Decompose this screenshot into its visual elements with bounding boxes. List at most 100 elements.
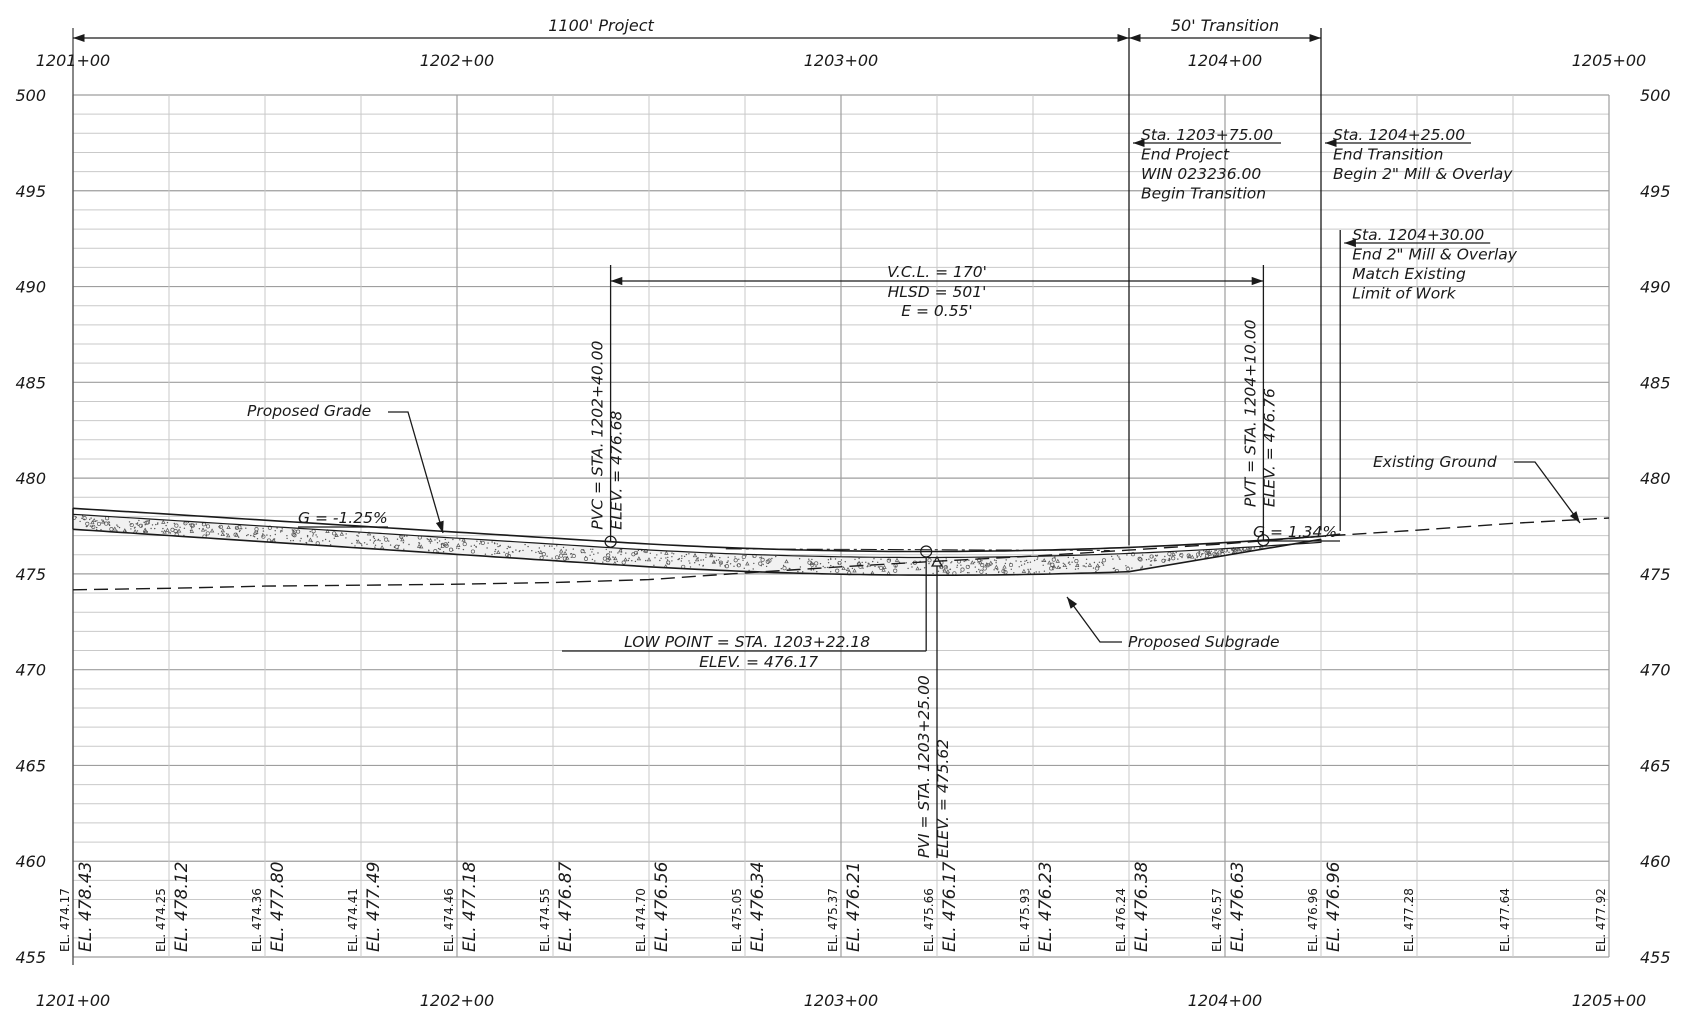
aggregate-circle	[292, 533, 297, 538]
pvc-marker	[604, 535, 617, 548]
aggregate-dot	[1085, 566, 1087, 568]
aggregate-dot	[702, 559, 705, 561]
proposed-elevation-label: EL. 476.34	[748, 861, 768, 952]
aggregate-dot	[780, 568, 782, 570]
aggregate-dot	[402, 542, 405, 544]
aggregate-triangle	[142, 527, 148, 532]
aggregate-dot	[724, 564, 726, 567]
annotations: 1100' Project 50' Transition Sta. 1203+75.…	[73, 16, 1581, 858]
aggregate-dot	[315, 534, 317, 536]
aggregate-dot	[168, 532, 170, 534]
aggregate-dot	[681, 555, 683, 557]
aggregate-circle	[237, 525, 242, 530]
aggregate-dot	[990, 564, 992, 567]
aggregate-triangle	[1171, 551, 1176, 556]
aggregate-circle	[1161, 558, 1166, 563]
aggregate-dot	[851, 567, 854, 570]
aggregate-dot	[154, 527, 156, 530]
proposed-subgrade-leader	[1066, 596, 1122, 643]
aggregate-triangle	[419, 544, 424, 549]
aggregate-dot	[108, 521, 111, 523]
aggregate-dot	[665, 557, 667, 559]
aggregate-dot	[877, 566, 880, 568]
aggregate-dot	[143, 531, 145, 534]
aggregate-dot	[299, 540, 301, 542]
aggregate-dot	[442, 544, 445, 547]
aggregate-dot	[280, 530, 282, 532]
aggregate-circle	[943, 565, 948, 570]
aggregate-circle	[138, 523, 143, 528]
aggregate-circle	[886, 558, 891, 563]
aggregate-dot	[427, 538, 429, 541]
aggregate-dot	[1027, 568, 1029, 571]
aggregate-triangle	[942, 568, 947, 573]
aggregate-dot	[1244, 549, 1246, 551]
aggregate-dot	[543, 545, 546, 547]
proposed-grade-callout: Proposed Grade	[247, 402, 371, 420]
note-end-transition: Sta. 1204+25.00	[1333, 126, 1465, 144]
aggregate-dot	[553, 548, 556, 550]
aggregate-dot	[508, 551, 510, 553]
aggregate-dot	[335, 535, 337, 537]
aggregate-dot	[1018, 566, 1020, 568]
aggregate-dot	[960, 571, 962, 573]
note-end-project: Begin Transition	[1141, 185, 1266, 203]
aggregate-dot	[1213, 555, 1215, 557]
aggregate-triangle	[162, 529, 167, 534]
aggregate-circle	[261, 534, 266, 539]
aggregate-dot	[752, 556, 754, 558]
aggregate-dot	[1199, 551, 1201, 553]
aggregate-dot	[447, 541, 450, 544]
aggregate-dot	[148, 519, 151, 522]
aggregate-triangle	[366, 531, 372, 536]
pvi-label: PVI = STA. 1203+25.00	[915, 675, 933, 858]
aggregate-dot	[366, 543, 368, 545]
aggregate-dot	[569, 553, 572, 555]
aggregate-circle	[85, 521, 90, 526]
aggregate-circle	[814, 561, 819, 566]
aggregate-circle	[1001, 569, 1006, 574]
station-label-bottom: 1201+00	[36, 991, 110, 1010]
aggregate-dot	[436, 542, 439, 544]
aggregate-dot	[311, 540, 313, 543]
aggregate-dot	[620, 551, 623, 553]
aggregate-dot	[527, 545, 529, 548]
aggregate-dot	[565, 549, 567, 551]
aggregate-triangle	[881, 567, 886, 572]
aggregate-dot	[143, 521, 145, 523]
aggregate-dot	[279, 531, 282, 533]
aggregate-dot	[81, 517, 83, 519]
station-label-top: 1202+00	[420, 51, 494, 70]
aggregate-dot	[1077, 564, 1080, 566]
aggregate-dot	[968, 559, 970, 561]
aggregate-dot	[1180, 553, 1182, 556]
aggregate-dot	[867, 562, 869, 564]
aggregate-dot	[1068, 561, 1071, 563]
aggregate-dot	[608, 551, 611, 553]
aggregate-dot	[714, 556, 716, 558]
aggregate-dot	[827, 559, 830, 561]
aggregate-dot	[169, 532, 172, 534]
aggregate-circle	[606, 553, 611, 558]
aggregate-dot	[1248, 549, 1250, 551]
aggregate-dot	[907, 567, 909, 570]
aggregate-dot	[165, 524, 167, 527]
aggregate-dot	[720, 562, 723, 564]
aggregate-triangle	[92, 518, 97, 523]
aggregate-dot	[511, 551, 514, 553]
aggregate-dot	[436, 538, 438, 540]
aggregate-dot	[1194, 558, 1197, 560]
elevation-label-left: 485	[15, 373, 46, 392]
aggregate-dot	[738, 558, 740, 560]
aggregate-circle	[982, 566, 987, 571]
aggregate-dot	[1155, 559, 1157, 562]
low-point-elev-label: ELEV. = 476.17	[699, 653, 818, 671]
existing-ground-leader	[1514, 461, 1581, 524]
aggregate-dot	[698, 564, 701, 566]
aggregate-dot	[1083, 565, 1086, 567]
aggregate-dot	[819, 563, 822, 565]
aggregate-dot	[290, 540, 292, 542]
aggregate-circle	[1138, 557, 1143, 562]
aggregate-dot	[551, 557, 553, 559]
aggregate-dot	[715, 559, 718, 562]
